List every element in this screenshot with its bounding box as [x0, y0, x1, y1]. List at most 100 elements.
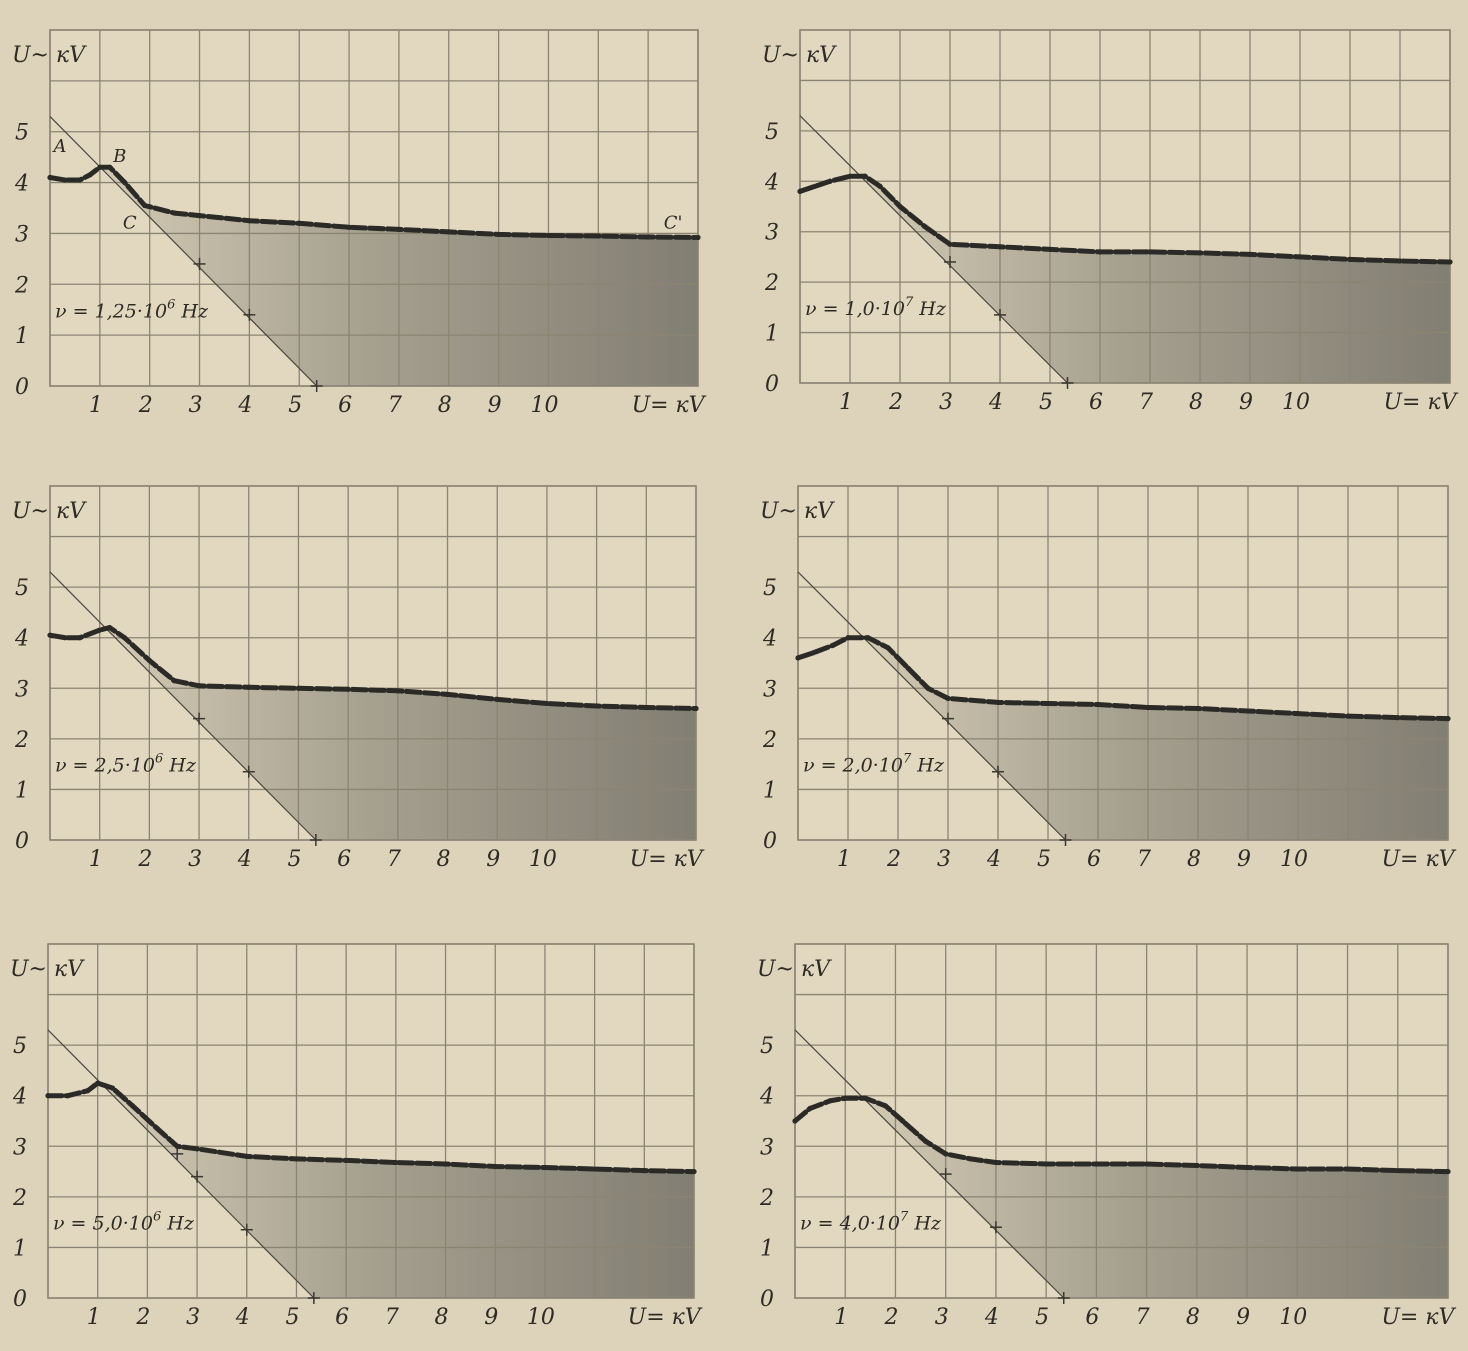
x-tick-label: 5	[287, 847, 301, 872]
y-tick-label: 1	[760, 1236, 774, 1261]
point-label: B	[112, 146, 126, 167]
curve-point	[1447, 259, 1453, 265]
curve-point	[882, 1103, 889, 1109]
x-tick-label: 9	[1239, 390, 1253, 415]
y-tick-label: 5	[760, 1034, 774, 1059]
curve-point	[1445, 716, 1451, 722]
curve-point	[902, 1120, 909, 1127]
plot-border	[49, 485, 697, 841]
plot-border	[797, 485, 1449, 841]
frequency-label: ν = 4,0·107 Hz	[800, 1210, 942, 1235]
curve-point	[1244, 1164, 1250, 1171]
curve-point	[293, 1156, 300, 1162]
curve-point	[47, 632, 53, 638]
y-tick-label: 3	[760, 1135, 774, 1160]
x-tick-label: 5	[1039, 390, 1053, 415]
y-axis-title: U~ кV	[757, 957, 832, 982]
curve-point	[174, 1143, 180, 1149]
curve-point	[1294, 1166, 1300, 1172]
curve-point	[62, 177, 68, 183]
x-tick-label: 6	[337, 847, 351, 872]
x-tick-label: 2	[137, 847, 152, 872]
curve-point	[444, 691, 451, 697]
curve-point	[1144, 1161, 1150, 1167]
curve-point	[827, 178, 833, 184]
y-tick-label: 5	[13, 1034, 27, 1059]
curve-point	[95, 1080, 101, 1086]
y-tick-label: 3	[15, 677, 29, 702]
x-tick-label: 3	[186, 1305, 200, 1330]
y-tick-label: 2	[12, 1186, 27, 1211]
curve-point	[1297, 254, 1303, 260]
curve-point	[842, 1095, 848, 1101]
y-tick-label: 0	[15, 375, 29, 400]
curve-point	[862, 173, 868, 179]
frequency-prefix: ν = 2,0·10	[803, 755, 903, 777]
load-line	[47, 1029, 315, 1299]
curve-point	[544, 700, 550, 707]
curve-point	[997, 244, 1003, 250]
frequency-unit: Hz	[161, 1213, 195, 1235]
frequency-label: ν = 5,0·106 Hz	[53, 1210, 195, 1235]
x-tick-label: 6	[1087, 847, 1101, 872]
curve-point	[396, 226, 402, 232]
chart-panel-1: 0 1 2 3 4 5 1 2 3 4 5 6 7 8 9 10 U~ кV U= кV ν = 1,25·106 …	[12, 29, 707, 418]
curve-point	[1195, 705, 1201, 712]
curve-point	[146, 657, 152, 664]
x-tick-label: 8	[437, 847, 451, 872]
curve-point	[172, 210, 178, 216]
x-tick-label: 5	[1037, 847, 1051, 872]
frequency-unit: Hz	[911, 755, 945, 777]
curve-point	[494, 696, 500, 703]
x-tick-label: 4	[986, 847, 1001, 872]
curve-point	[995, 699, 1001, 706]
frequency-prefix: ν = 4,0·10	[800, 1213, 900, 1235]
grid	[47, 943, 695, 1299]
x-tick-label: 4	[984, 1305, 999, 1330]
curve-point	[1043, 1161, 1049, 1167]
y-tick-label: 4	[759, 1085, 774, 1110]
frequency-prefix: ν = 1,0·10	[805, 298, 905, 320]
curve-point	[845, 635, 851, 641]
x-tick-label: 4	[237, 847, 252, 872]
frequency-exponent: 6	[153, 1210, 161, 1225]
curve-point	[645, 234, 651, 240]
frequency-exponent: 7	[903, 752, 912, 767]
curve-point	[968, 1156, 974, 1162]
curve-point	[862, 1095, 868, 1101]
y-tick-label: 1	[15, 778, 29, 803]
x-tick-label: 5	[285, 1305, 299, 1330]
curve-point	[1395, 1167, 1401, 1174]
curve-point	[194, 1146, 200, 1152]
x-tick-label: 9	[484, 1305, 498, 1330]
curve-point	[246, 684, 252, 690]
curve-point	[1245, 708, 1251, 714]
curve-point	[947, 241, 953, 247]
curve-point	[393, 1159, 399, 1166]
x-tick-label: 1	[834, 1305, 848, 1330]
frequency-prefix: ν = 1,25·10	[55, 300, 167, 322]
curve-point	[885, 645, 891, 651]
x-axis-title: U= кV	[1382, 847, 1457, 872]
load-line	[797, 571, 1066, 841]
x-tick-label: 10	[527, 1305, 555, 1330]
curve-point	[595, 233, 601, 239]
curve-point	[246, 218, 252, 224]
curve-point	[77, 177, 83, 183]
x-tick-label: 7	[385, 1305, 399, 1330]
curve-point	[107, 164, 113, 170]
y-tick-label: 4	[12, 1085, 27, 1110]
curve-point	[492, 1163, 498, 1170]
curve-point	[442, 1161, 449, 1167]
frequency-exponent: 6	[167, 297, 175, 312]
load-line	[799, 115, 1068, 384]
x-tick-label: 5	[1035, 1305, 1049, 1330]
x-tick-label: 7	[1137, 847, 1151, 872]
x-tick-label: 1	[839, 390, 853, 415]
x-tick-label: 2	[888, 390, 903, 415]
y-tick-label: 4	[14, 627, 29, 652]
curve-point	[641, 1167, 647, 1174]
